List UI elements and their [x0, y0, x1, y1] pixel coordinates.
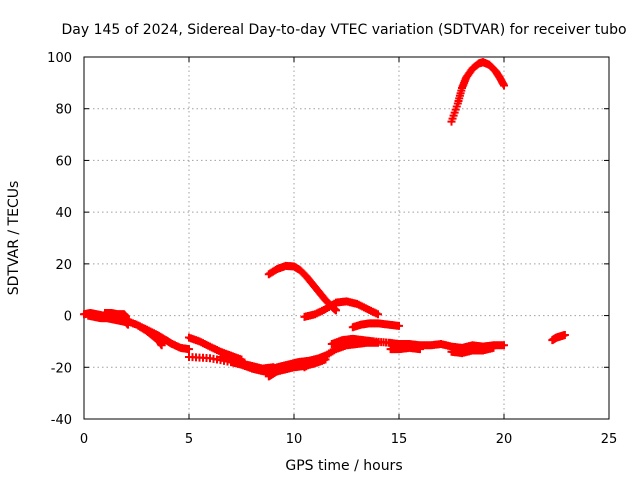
- data-point-marker: [157, 341, 166, 350]
- y-tick-label: 0: [64, 310, 72, 325]
- series-arc-3: [101, 308, 130, 321]
- y-tick-label: 40: [55, 206, 72, 221]
- y-tick-label: -40: [51, 413, 72, 428]
- series-arc-14: [447, 343, 498, 358]
- y-tick-label: -20: [51, 361, 72, 376]
- y-tick-label: 80: [55, 103, 72, 118]
- x-tick-label: 5: [185, 432, 193, 447]
- y-tick-label: 20: [55, 258, 72, 273]
- data-points: [80, 58, 569, 381]
- chart-title: Day 145 of 2024, Sidereal Day-to-day VTE…: [61, 22, 626, 38]
- data-point-marker: [560, 330, 569, 339]
- data-point-marker: [500, 81, 508, 90]
- y-axis-label: SDTVAR / TECUs: [6, 181, 22, 296]
- grid-lines: [84, 57, 609, 419]
- x-tick-label: 20: [496, 432, 513, 447]
- series-arc-17: [348, 319, 403, 332]
- series-arc-18: [447, 58, 508, 126]
- tick-labels: 0 5 10 15 20 25 -40 -20 0 20 40 60 80 100: [47, 51, 617, 447]
- series-arc-10: [264, 363, 290, 381]
- data-point-marker: [416, 345, 424, 354]
- data-point-marker: [500, 341, 508, 350]
- series-arc-19: [548, 330, 569, 345]
- series-arc-13: [386, 343, 424, 354]
- x-tick-label: 15: [391, 432, 408, 447]
- x-tick-label: 0: [80, 432, 88, 447]
- plot-frame: [83, 56, 610, 420]
- data-point-marker: [281, 363, 290, 372]
- data-point-marker: [374, 310, 382, 319]
- series-arc-5: [134, 321, 166, 350]
- x-tick-label: 25: [601, 432, 618, 447]
- data-point-marker: [489, 343, 498, 352]
- x-tick-label: 10: [286, 432, 303, 447]
- data-point-marker: [185, 345, 193, 354]
- series-arc-16: [300, 297, 382, 321]
- y-tick-label: 100: [47, 51, 72, 66]
- x-axis-label: GPS time / hours: [285, 458, 402, 474]
- y-tick-label: 60: [55, 154, 72, 169]
- data-point-marker: [332, 306, 340, 315]
- data-point-marker: [395, 321, 403, 330]
